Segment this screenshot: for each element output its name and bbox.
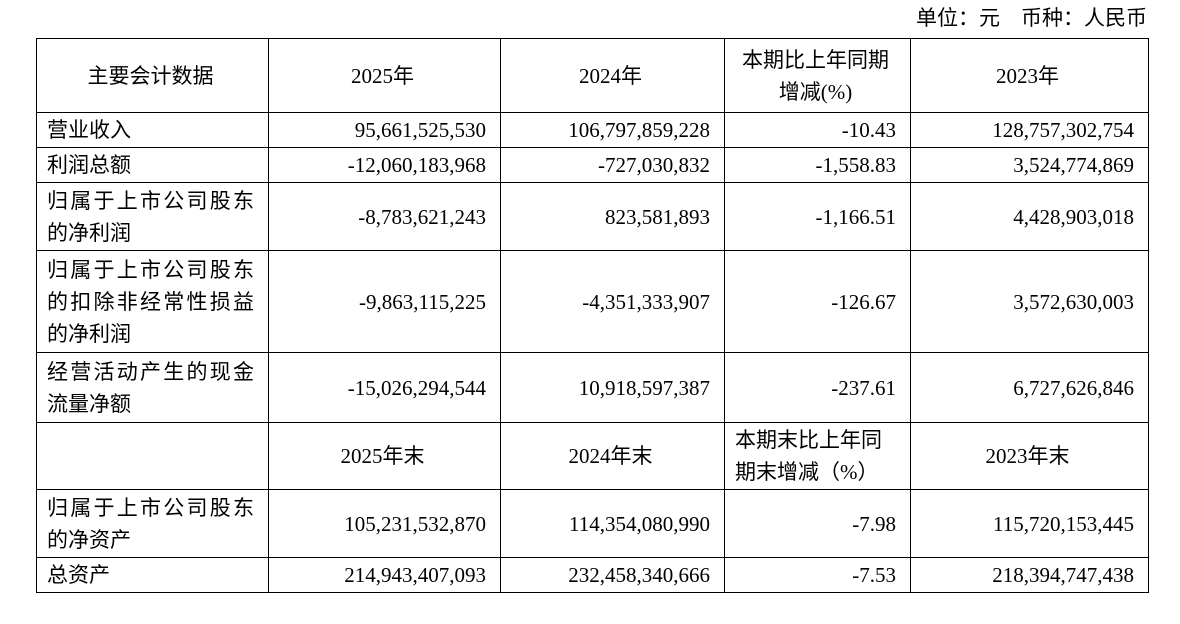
table-row-net-assets-attributable: 归属于上市公司股东的净资产 105,231,532,870 114,354,08… <box>36 489 1149 558</box>
column-header-2024-end: 2024年末 <box>500 422 725 490</box>
value-2024: 114,354,080,990 <box>500 489 725 558</box>
value-pct-change: -7.98 <box>724 489 911 558</box>
value-2025: 95,661,525,530 <box>268 112 501 148</box>
value-pct-change: -237.61 <box>724 352 911 423</box>
table-row-operating-revenue: 营业收入 95,661,525,530 106,797,859,228 -10.… <box>36 112 1149 148</box>
row-label: 归属于上市公司股东的净资产 <box>36 489 269 558</box>
value-2024: 823,581,893 <box>500 182 725 251</box>
value-2024: 10,918,597,387 <box>500 352 725 423</box>
column-header-2025-end: 2025年末 <box>268 422 501 490</box>
value-2023: 128,757,302,754 <box>910 112 1149 148</box>
value-2024: 106,797,859,228 <box>500 112 725 148</box>
value-pct-change: -7.53 <box>724 557 911 593</box>
value-2023: 4,428,903,018 <box>910 182 1149 251</box>
value-2023: 3,572,630,003 <box>910 250 1149 353</box>
value-2025: -8,783,621,243 <box>268 182 501 251</box>
value-pct-change: -1,166.51 <box>724 182 911 251</box>
column-header-2025: 2025年 <box>268 38 501 113</box>
value-2023: 3,524,774,869 <box>910 147 1149 183</box>
table-row-net-profit-excl-nonrecurring: 归属于上市公司股东的扣除非经常性损益的净利润 -9,863,115,225 -4… <box>36 250 1149 353</box>
table-row-operating-cash-flow: 经营活动产生的现金流量净额 -15,026,294,544 10,918,597… <box>36 352 1149 423</box>
value-2024: -4,351,333,907 <box>500 250 725 353</box>
column-header-pct-change-end: 本期末比上年同期末增减（%） <box>724 422 911 490</box>
value-2024: 232,458,340,666 <box>500 557 725 593</box>
column-header-main-label: 主要会计数据 <box>36 38 269 113</box>
value-2025: 105,231,532,870 <box>268 489 501 558</box>
column-header-pct-change: 本期比上年同期增减(%) <box>724 38 911 113</box>
table-header-row-period-end: 2025年末 2024年末 本期末比上年同期末增减（%） 2023年末 <box>36 422 1149 490</box>
row-label: 总资产 <box>36 557 269 593</box>
value-2025: -9,863,115,225 <box>268 250 501 353</box>
row-label: 归属于上市公司股东的扣除非经常性损益的净利润 <box>36 250 269 353</box>
row-label: 归属于上市公司股东的净利润 <box>36 182 269 251</box>
column-header-2023: 2023年 <box>910 38 1149 113</box>
value-2023: 115,720,153,445 <box>910 489 1149 558</box>
column-header-end-label-empty <box>36 422 269 490</box>
row-label: 营业收入 <box>36 112 269 148</box>
table-row-total-assets: 总资产 214,943,407,093 232,458,340,666 -7.5… <box>36 557 1149 593</box>
value-2023: 218,394,747,438 <box>910 557 1149 593</box>
row-label: 利润总额 <box>36 147 269 183</box>
value-pct-change: -1,558.83 <box>724 147 911 183</box>
column-header-2023-end: 2023年末 <box>910 422 1149 490</box>
value-2023: 6,727,626,846 <box>910 352 1149 423</box>
table-header-row: 主要会计数据 2025年 2024年 本期比上年同期增减(%) 2023年 <box>36 38 1149 113</box>
row-label: 经营活动产生的现金流量净额 <box>36 352 269 423</box>
value-2025: 214,943,407,093 <box>268 557 501 593</box>
column-header-2024: 2024年 <box>500 38 725 113</box>
table-row-total-profit: 利润总额 -12,060,183,968 -727,030,832 -1,558… <box>36 147 1149 183</box>
value-2025: -15,026,294,544 <box>268 352 501 423</box>
table-row-net-profit-attributable: 归属于上市公司股东的净利润 -8,783,621,243 823,581,893… <box>36 182 1149 251</box>
value-2024: -727,030,832 <box>500 147 725 183</box>
value-2025: -12,060,183,968 <box>268 147 501 183</box>
unit-currency-note: 单位：元 币种：人民币 <box>916 6 1147 30</box>
value-pct-change: -10.43 <box>724 112 911 148</box>
financial-summary-table: 主要会计数据 2025年 2024年 本期比上年同期增减(%) 2023年 营业… <box>36 38 1149 593</box>
value-pct-change: -126.67 <box>724 250 911 353</box>
